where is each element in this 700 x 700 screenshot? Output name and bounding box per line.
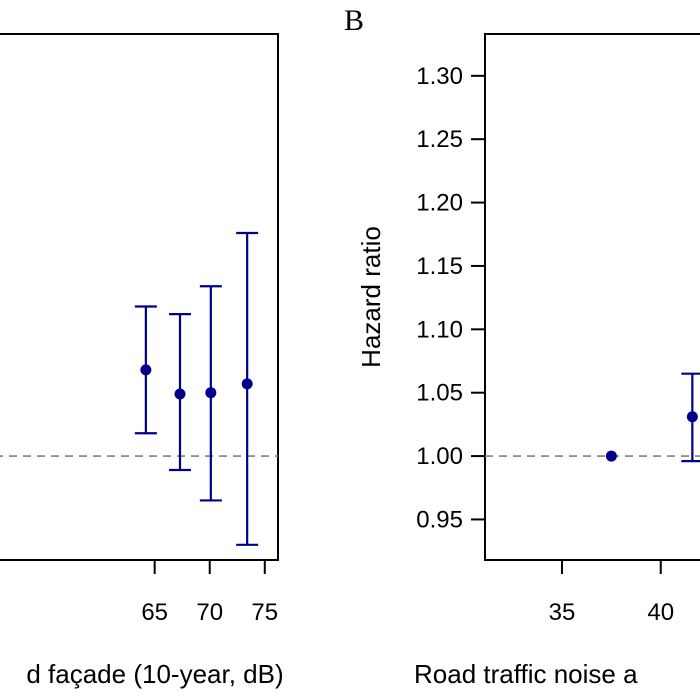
panel-a-x-axis-title: d façade (10-year, dB) [26, 659, 283, 689]
panel-a-data-point [242, 378, 253, 389]
panel-b-y-tick-label: 1.00 [416, 443, 463, 470]
panel-b-plot-frame [485, 34, 700, 560]
panel-a-data-point [205, 387, 216, 398]
panel-b-data-point [606, 451, 617, 462]
panel-b-y-tick-label: 1.30 [416, 63, 463, 90]
panel-a-plot-frame [0, 34, 278, 560]
figure: 65 70 75 d façade (10-year, dB) 35 40 0.95 1.0… [0, 0, 700, 700]
panel-a-data-point [140, 364, 151, 375]
panel-b-data-point [687, 411, 698, 422]
panel-b: 35 40 0.95 1.00 1.05 1.10 1.15 1.20 1.25 1.30 Road… [344, 4, 700, 689]
panel-b-y-tick-label: 1.10 [416, 316, 463, 343]
panel-a: 65 70 75 d façade (10-year, dB) [0, 34, 284, 689]
panel-a-x-tick-label: 75 [251, 599, 278, 626]
panel-b-y-tick-label: 1.15 [416, 253, 463, 280]
panel-b-letter: B [344, 4, 364, 37]
panel-a-x-tick-label: 65 [141, 599, 168, 626]
panel-b-x-tick-label: 35 [549, 599, 576, 626]
panel-b-x-axis-title: Road traffic noise a [414, 659, 638, 689]
panel-a-x-tick-label: 70 [196, 599, 223, 626]
panel-b-y-tick-label: 1.20 [416, 190, 463, 217]
panel-b-x-tick-label: 40 [647, 599, 674, 626]
panel-b-y-tick-label: 1.05 [416, 380, 463, 407]
panel-b-y-tick-label: 1.25 [416, 126, 463, 153]
panel-a-data-point [174, 388, 185, 399]
panel-b-y-tick-label: 0.95 [416, 506, 463, 533]
panel-b-y-axis-title: Hazard ratio [356, 226, 386, 368]
